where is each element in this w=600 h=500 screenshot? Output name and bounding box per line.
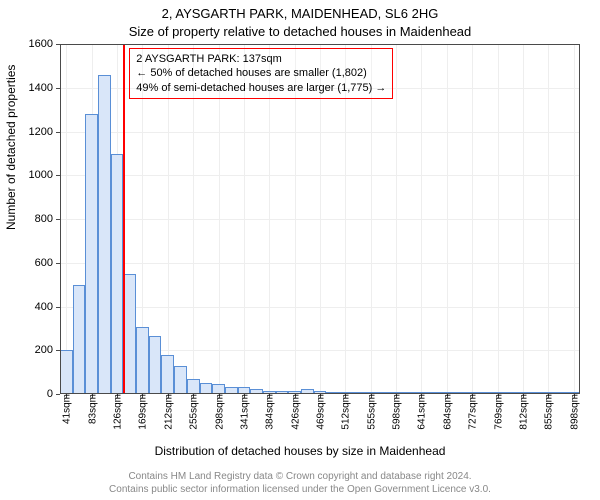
y-tick-label: 1400 <box>29 82 60 94</box>
x-tick-label: 812sqm <box>516 394 529 430</box>
x-tick-label: 384sqm <box>263 394 276 430</box>
y-tick-label: 1200 <box>29 126 60 138</box>
x-tick-label: 641sqm <box>415 394 428 430</box>
attribution-line: Contains public sector information licen… <box>0 484 600 497</box>
y-tick-label: 600 <box>35 257 60 269</box>
chart-title-sub: Size of property relative to detached ho… <box>0 24 600 39</box>
x-axis-label: Distribution of detached houses by size … <box>0 444 600 458</box>
x-tick-label: 126sqm <box>111 394 124 430</box>
attribution-text: Contains HM Land Registry data © Crown c… <box>0 471 600 496</box>
y-tick-label: 200 <box>35 344 60 356</box>
x-tick-label: 684sqm <box>440 394 453 430</box>
x-tick-label: 555sqm <box>364 394 377 430</box>
x-tick-label: 512sqm <box>339 394 352 430</box>
x-tick-label: 169sqm <box>136 394 149 430</box>
x-tick-label: 41sqm <box>60 394 73 424</box>
x-tick-label: 212sqm <box>161 394 174 430</box>
y-tick-label: 1000 <box>29 169 60 181</box>
y-tick-label: 0 <box>47 388 60 400</box>
x-tick-label: 855sqm <box>542 394 555 430</box>
y-tick-label: 800 <box>35 213 60 225</box>
y-axis-label: Number of detached properties <box>4 65 18 230</box>
plot-area: 0200400600800100012001400160041sqm83sqm1… <box>60 44 580 394</box>
x-tick-label: 769sqm <box>491 394 504 430</box>
x-tick-label: 83sqm <box>85 394 98 424</box>
x-tick-label: 255sqm <box>187 394 200 430</box>
plot-border <box>60 44 580 394</box>
x-tick-label: 341sqm <box>237 394 250 430</box>
x-tick-label: 469sqm <box>314 394 327 430</box>
x-tick-label: 298sqm <box>212 394 225 430</box>
attribution-line: Contains HM Land Registry data © Crown c… <box>0 471 600 484</box>
x-tick-label: 898sqm <box>567 394 580 430</box>
x-tick-label: 598sqm <box>390 394 403 430</box>
chart-title-main: 2, AYSGARTH PARK, MAIDENHEAD, SL6 2HG <box>0 6 600 21</box>
y-tick-label: 400 <box>35 301 60 313</box>
chart-container: 2, AYSGARTH PARK, MAIDENHEAD, SL6 2HG Si… <box>0 0 600 500</box>
y-tick-label: 1600 <box>29 38 60 50</box>
x-tick-label: 727sqm <box>466 394 479 430</box>
x-tick-label: 426sqm <box>288 394 301 430</box>
